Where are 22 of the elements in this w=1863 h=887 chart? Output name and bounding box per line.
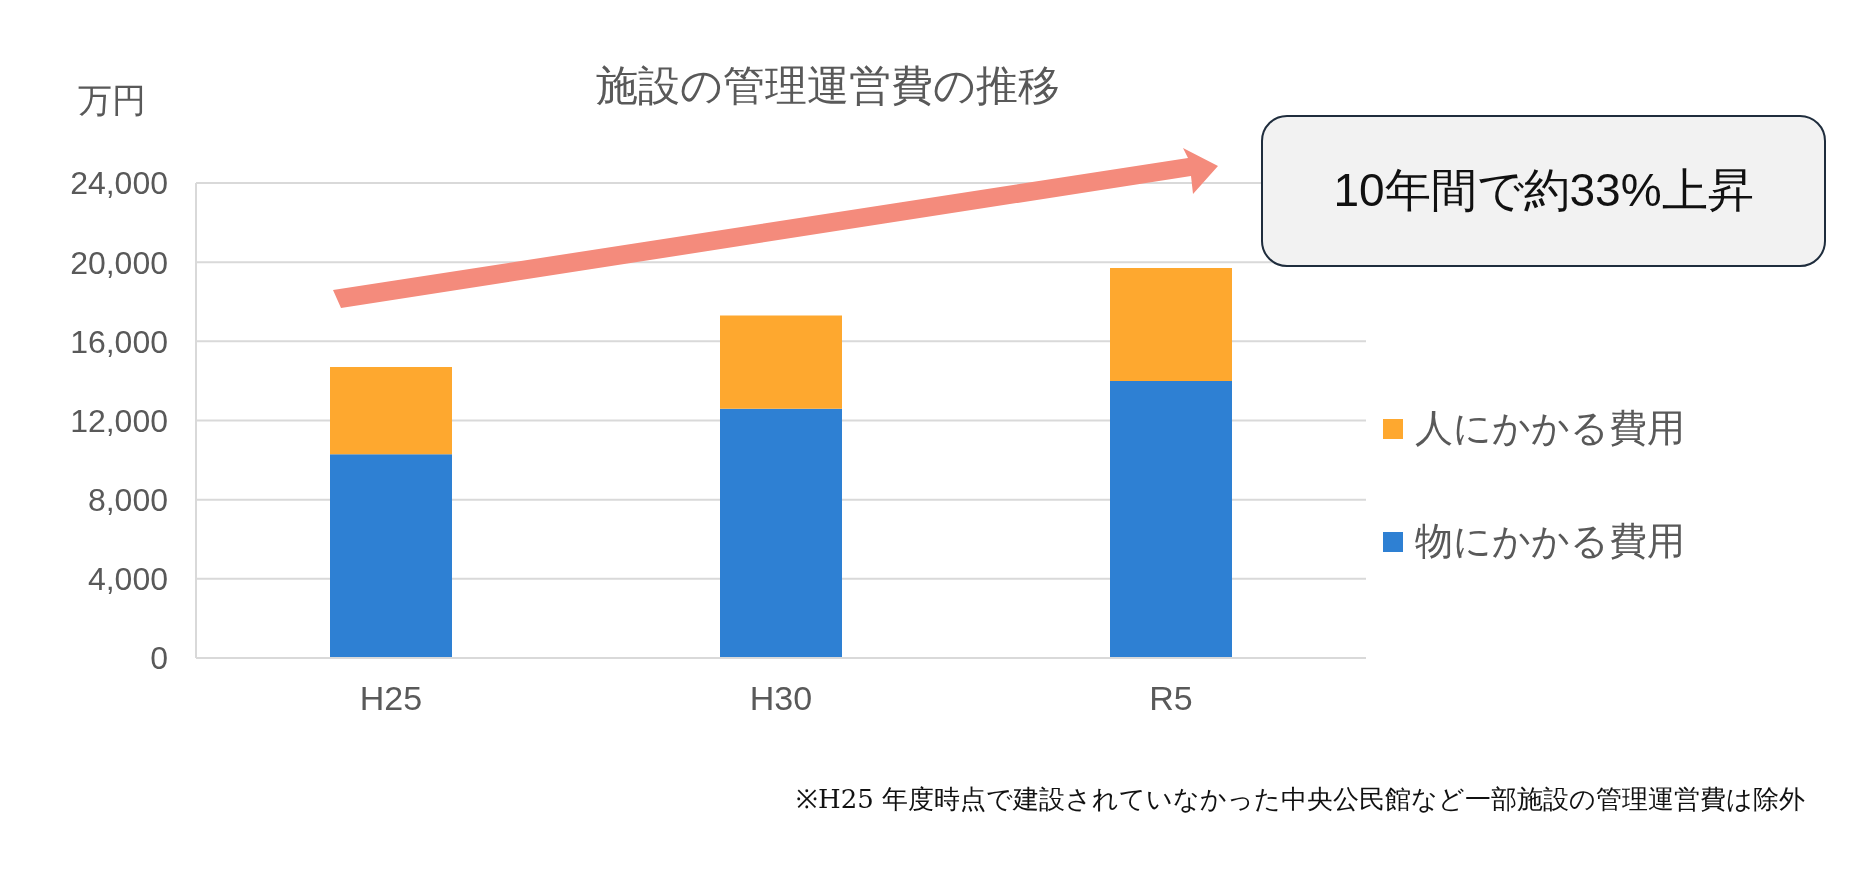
y-tick-label: 0: [150, 640, 168, 677]
y-tick-label: 16,000: [70, 323, 168, 360]
legend-label: 人にかかる費用: [1415, 406, 1685, 451]
bar: [330, 367, 452, 455]
x-tick-label: R5: [1149, 679, 1193, 718]
annotation: 10年間で約33%上昇: [1261, 115, 1826, 267]
y-axis-title: 万円: [78, 80, 146, 121]
y-tick-label: 12,000: [70, 402, 168, 439]
y-tick-label: 24,000: [70, 165, 168, 202]
bar: [720, 408, 842, 658]
x-tick-label: H30: [749, 679, 813, 718]
bar: [1110, 268, 1232, 381]
bar: [330, 454, 452, 658]
y-tick-label: 8,000: [87, 482, 168, 519]
legend-label: 物にかかる費用: [1415, 519, 1685, 564]
x-tick-label: H25: [359, 679, 423, 718]
bar: [720, 315, 842, 409]
y-tick-label: 20,000: [70, 244, 168, 281]
bar: [1110, 380, 1232, 658]
y-tick-label: 4,000: [87, 561, 168, 598]
chart-title: 施設の管理運営費の推移: [595, 61, 1061, 111]
text: ※H25 年度時点で建設されていなかった中央公民館など一部施設の管理運営費は除外: [795, 783, 1805, 816]
